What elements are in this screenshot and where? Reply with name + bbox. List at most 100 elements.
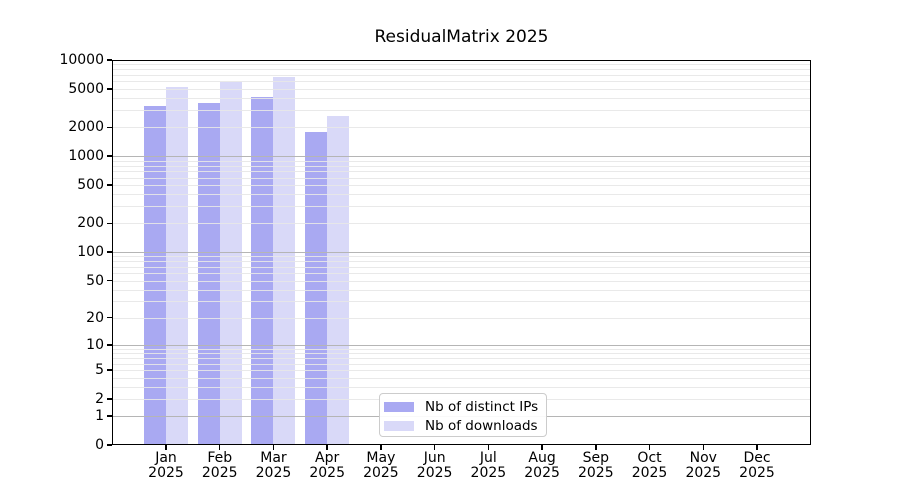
grid-layer bbox=[112, 60, 811, 445]
bar-downloads-mar bbox=[273, 77, 296, 445]
minor-gridline bbox=[112, 171, 811, 173]
x-tick-year: 2025 bbox=[416, 465, 453, 481]
minor-gridline bbox=[112, 348, 811, 350]
y-tick-label: 1 bbox=[95, 408, 104, 425]
x-tick-year: 2025 bbox=[577, 465, 614, 481]
minor-gridline bbox=[112, 127, 811, 129]
y-tick-label: 10000 bbox=[59, 52, 104, 68]
major-gridline bbox=[112, 252, 811, 254]
y-tick-mark bbox=[107, 369, 112, 371]
minor-gridline bbox=[112, 358, 811, 360]
x-tick-label-sep: Sep 2025 bbox=[566, 451, 626, 481]
y-tick-mark bbox=[107, 316, 112, 319]
x-tick-year: 2025 bbox=[524, 465, 560, 481]
x-tick-label-oct: Oct 2025 bbox=[620, 451, 680, 481]
x-tick-year: 2025 bbox=[739, 465, 775, 481]
y-tick-label: 20 bbox=[86, 309, 104, 326]
bar-downloads-jan bbox=[166, 87, 188, 445]
x-tick-label-mar: Mar 2025 bbox=[243, 451, 303, 481]
x-tick-label-nov: Nov 2025 bbox=[673, 451, 733, 481]
minor-gridline bbox=[112, 98, 811, 100]
minor-gridline bbox=[112, 317, 811, 319]
x-tick-mark bbox=[433, 445, 436, 450]
minor-gridline bbox=[112, 64, 811, 66]
y-tick-label: 5 bbox=[95, 362, 104, 379]
y-tick-mark bbox=[107, 88, 112, 90]
y-tick-mark bbox=[107, 184, 112, 186]
x-tick-label-feb: Feb 2025 bbox=[190, 451, 250, 481]
y-tick-label: 5000 bbox=[68, 80, 104, 97]
x-tick-year: 2025 bbox=[363, 465, 399, 481]
bar-distinct-ips-jan bbox=[144, 106, 166, 445]
minor-gridline bbox=[112, 177, 811, 179]
y-tick-label: 1000 bbox=[68, 148, 104, 165]
x-tick-mark bbox=[541, 445, 543, 450]
legend: Nb of distinct IPs Nb of downloads bbox=[379, 393, 547, 437]
minor-gridline bbox=[112, 273, 811, 275]
x-tick-mark bbox=[595, 445, 597, 450]
bar-downloads-apr bbox=[327, 116, 350, 445]
minor-gridline bbox=[112, 261, 811, 263]
x-tick-mark bbox=[380, 445, 382, 450]
y-tick-label: 200 bbox=[77, 215, 104, 232]
legend-item-downloads: Nb of downloads bbox=[384, 416, 546, 435]
legend-swatch-downloads bbox=[384, 420, 414, 431]
minor-gridline bbox=[112, 223, 811, 225]
minor-gridline bbox=[112, 289, 811, 291]
x-tick-year: 2025 bbox=[470, 465, 507, 481]
y-tick-label: 2 bbox=[95, 391, 104, 408]
y-tick-label: 2000 bbox=[68, 119, 104, 136]
legend-label-distinct-ips: Nb of distinct IPs bbox=[425, 398, 539, 415]
x-tick-mark bbox=[165, 445, 167, 450]
x-tick-mark bbox=[648, 445, 651, 450]
bar-downloads-feb bbox=[219, 82, 242, 445]
y-tick-label: 500 bbox=[77, 177, 104, 194]
x-tick-mark bbox=[272, 445, 275, 450]
y-tick-label: 100 bbox=[77, 244, 104, 261]
x-tick-year: 2025 bbox=[309, 465, 345, 481]
plot-area: Nb of distinct IPs Nb of downloads bbox=[112, 60, 811, 445]
minor-gridline bbox=[112, 185, 811, 187]
legend-swatch-distinct-ips bbox=[384, 401, 414, 412]
minor-gridline bbox=[112, 256, 811, 258]
y-tick-label: 0 bbox=[95, 437, 104, 453]
x-tick-label-jun: Jun 2025 bbox=[405, 451, 465, 481]
x-tick-mark bbox=[756, 445, 758, 450]
x-tick-year: 2025 bbox=[255, 465, 292, 481]
y-tick-mark bbox=[107, 59, 112, 61]
x-tick-year: 2025 bbox=[201, 465, 238, 481]
minor-gridline bbox=[112, 194, 811, 196]
x-tick-label-jan: Jan 2025 bbox=[136, 451, 196, 481]
minor-gridline bbox=[112, 387, 811, 389]
y-tick-mark bbox=[107, 398, 112, 400]
minor-gridline bbox=[112, 363, 811, 365]
chart-title: ResidualMatrix 2025 bbox=[374, 27, 549, 47]
minor-gridline bbox=[112, 165, 811, 167]
y-tick-mark bbox=[107, 222, 112, 225]
bars-layer bbox=[112, 60, 811, 445]
minor-gridline bbox=[112, 160, 811, 162]
x-tick-label-dec: Dec 2025 bbox=[727, 451, 787, 481]
x-tick-mark bbox=[218, 445, 221, 450]
y-tick-mark bbox=[107, 126, 112, 128]
y-tick-label: 10 bbox=[86, 336, 104, 353]
minor-gridline bbox=[112, 266, 811, 268]
major-gridline bbox=[112, 344, 811, 346]
minor-gridline bbox=[112, 74, 811, 76]
bar-distinct-ips-apr bbox=[305, 131, 328, 445]
bar-distinct-ips-mar bbox=[251, 97, 274, 445]
minor-gridline bbox=[112, 81, 811, 83]
minor-gridline bbox=[112, 280, 811, 282]
x-tick-label-apr: Apr 2025 bbox=[297, 451, 357, 481]
legend-label-downloads: Nb of downloads bbox=[425, 417, 538, 434]
x-tick-mark bbox=[487, 445, 490, 450]
x-tick-year: 2025 bbox=[631, 465, 668, 481]
minor-gridline bbox=[112, 69, 811, 71]
x-tick-year: 2025 bbox=[148, 465, 184, 481]
y-tick-mark bbox=[107, 279, 112, 282]
minor-gridline bbox=[112, 301, 811, 303]
y-tick-mark bbox=[107, 415, 112, 417]
y-tick-mark bbox=[107, 251, 112, 253]
x-tick-mark bbox=[326, 445, 328, 450]
